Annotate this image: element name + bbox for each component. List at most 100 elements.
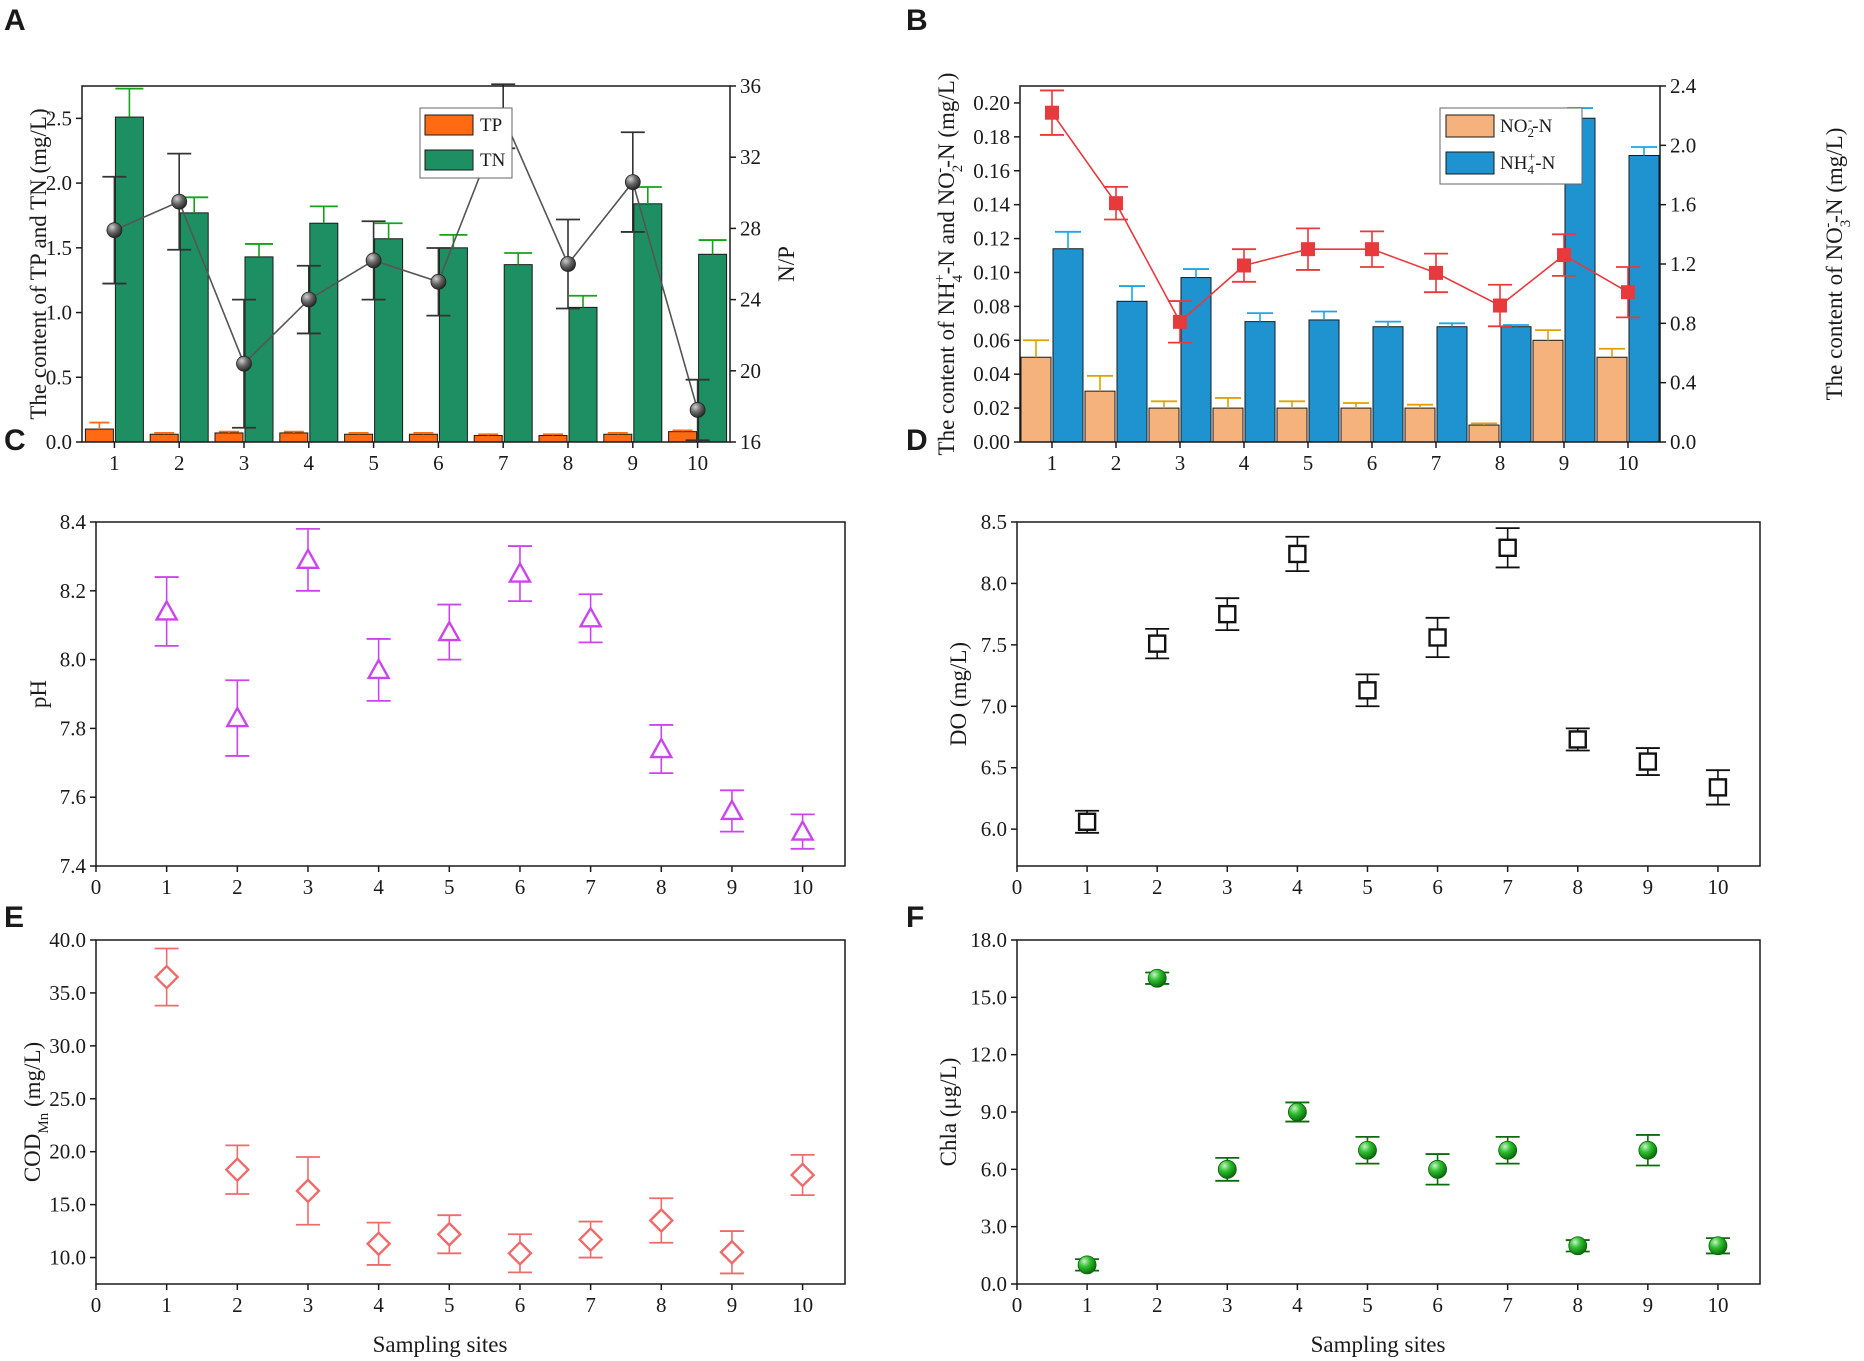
x-tick-label: 0: [91, 1293, 102, 1317]
panel-b-legend-swatch-no2: [1445, 114, 1495, 138]
nh4-bar: [1180, 277, 1212, 443]
no3-point: [1109, 196, 1123, 211]
y-tick-label: 2.5: [46, 106, 72, 130]
data-point: [1147, 634, 1167, 653]
x-tick-label: 6: [1432, 1293, 1443, 1317]
data-point: [1217, 1159, 1237, 1179]
data-point: [719, 1239, 745, 1265]
data-point: [1428, 628, 1447, 647]
x-tick-label: 2: [1152, 875, 1163, 899]
panel-a-y2-ticks: 16 20 24 28 32 36: [730, 74, 762, 454]
x-tick-label: 2: [232, 1293, 243, 1317]
panel-e-y-label-part: (mg/L): [20, 1042, 45, 1113]
np-point: [300, 291, 317, 308]
panel-d-y-ticks: 6.0 6.5 7.0 7.5 8.0 8.5: [981, 510, 1017, 841]
data-point: [578, 605, 603, 628]
x-tick-label: 1: [1082, 875, 1093, 899]
tp-bar: [538, 435, 568, 443]
y-tick-label: 8.0: [981, 571, 1007, 595]
data-point: [295, 1178, 321, 1204]
x-tick-label: 10: [1707, 875, 1728, 899]
panel-d-x-ticks: 0 1 2 3 4 5 6 7 8 9 10: [1012, 866, 1728, 899]
x-tick-label: 1: [161, 1293, 172, 1317]
data-point: [1218, 604, 1237, 624]
no2-bar: [1212, 407, 1244, 443]
y2-tick-label: 32: [740, 145, 761, 169]
x-tick-label: 1: [1082, 1293, 1093, 1317]
panel-a-marks: [84, 83, 728, 443]
x-tick-label: 8: [1573, 875, 1584, 899]
panel-b-legend: NO2--N NH4+-N: [1439, 107, 1583, 185]
x-tick-label: 5: [1362, 1293, 1373, 1317]
panel-label-d: D: [906, 424, 928, 457]
panel-b-y-label-sub: 4: [950, 274, 966, 282]
panel-f-frame: [1016, 939, 1761, 1285]
np-point: [365, 252, 382, 269]
tn-bar: [633, 203, 663, 443]
x-tick-label: 5: [444, 1293, 455, 1317]
y-tick-label: 1.0: [46, 301, 72, 325]
no2-bar: [1148, 407, 1180, 443]
y2-tick-label: 2.0: [1670, 133, 1696, 157]
tn-bar: [114, 116, 144, 443]
panel-e-x-label: Sampling sites: [373, 1332, 508, 1357]
panel-a-legend-tp: TP: [480, 115, 502, 136]
data-point: [719, 798, 744, 821]
panel-b-y-label: The content of NH4+-N and NO2--N (mg/L): [932, 73, 966, 456]
x-tick-label: 2: [174, 451, 185, 475]
data-point: [507, 1240, 533, 1267]
panel-e-y-label-sub: Mn: [36, 1112, 52, 1133]
x-tick-label: 4: [1239, 451, 1250, 475]
data-point: [1708, 778, 1728, 797]
y-tick-label: 30.0: [49, 1034, 86, 1058]
panel-e: E 10.0 15.0 20.0 25.0 30.0 35.0 40.0 0 1 2 3 4 5 6 7 8…: [4, 901, 846, 1357]
data-point: [1568, 1236, 1588, 1256]
data-point: [1708, 1236, 1728, 1256]
panel-label-e: E: [4, 901, 24, 934]
panel-a-y-label: The content of TP and TN (mg/L): [26, 108, 51, 419]
nh4-bar: [1308, 319, 1340, 443]
y-tick-label: 6.5: [981, 756, 1007, 780]
x-tick-label: 9: [1559, 451, 1570, 475]
no2-bar: [1596, 356, 1628, 443]
panel-b-y-label-part: -N (mg/L): [934, 73, 959, 168]
y2-tick-label: 16: [740, 430, 761, 454]
y2-tick-label: 1.2: [1670, 252, 1696, 276]
y-tick-label: 2.0: [46, 171, 72, 195]
y-tick-label: 0.5: [46, 365, 72, 389]
panel-a-legend-tn: TN: [480, 150, 506, 171]
no3-point: [1493, 298, 1507, 313]
np-point: [171, 193, 188, 210]
x-tick-label: 2: [232, 875, 243, 899]
panel-a-y-ticks: 0.0 0.5 1.0 1.5 2.0 2.5: [46, 106, 82, 454]
y-tick-label: 0.08: [973, 294, 1010, 318]
y-tick-label: 9.0: [981, 1100, 1007, 1124]
panel-e-y-label: CODMn (mg/L): [20, 1042, 52, 1182]
data-point: [1077, 1255, 1097, 1275]
x-tick-label: 3: [1222, 1293, 1233, 1317]
panel-b-frame: [1019, 85, 1661, 443]
panel-a-legend: TP TN: [419, 107, 513, 179]
nh4-bar: [1052, 248, 1084, 443]
x-tick-label: 3: [239, 451, 250, 475]
y2-tick-label: 0.0: [1670, 430, 1696, 454]
y-tick-label: 18.0: [970, 928, 1007, 952]
no3-point: [1045, 105, 1059, 120]
y-tick-label: 20.0: [49, 1140, 86, 1164]
nh4-bar: [1244, 321, 1276, 443]
tp-bar: [84, 428, 114, 443]
no3-point: [1301, 242, 1315, 257]
x-tick-label: 3: [303, 875, 314, 899]
y-tick-label: 0.16: [973, 159, 1010, 183]
panel-b-y-label-sup: +: [932, 274, 948, 282]
x-tick-label: 4: [1292, 1293, 1303, 1317]
nh4-bar: [1500, 326, 1532, 443]
panel-b-legend-no2: NO2--N: [1500, 112, 1553, 140]
no3-line: [1051, 112, 1629, 324]
y-tick-label: 40.0: [49, 928, 86, 952]
y2-tick-label: 36: [740, 74, 761, 98]
y2-tick-label: 0.4: [1670, 371, 1697, 395]
legend-part: NO: [1500, 116, 1527, 137]
data-point: [437, 619, 462, 642]
panel-c-frame: [95, 521, 846, 867]
